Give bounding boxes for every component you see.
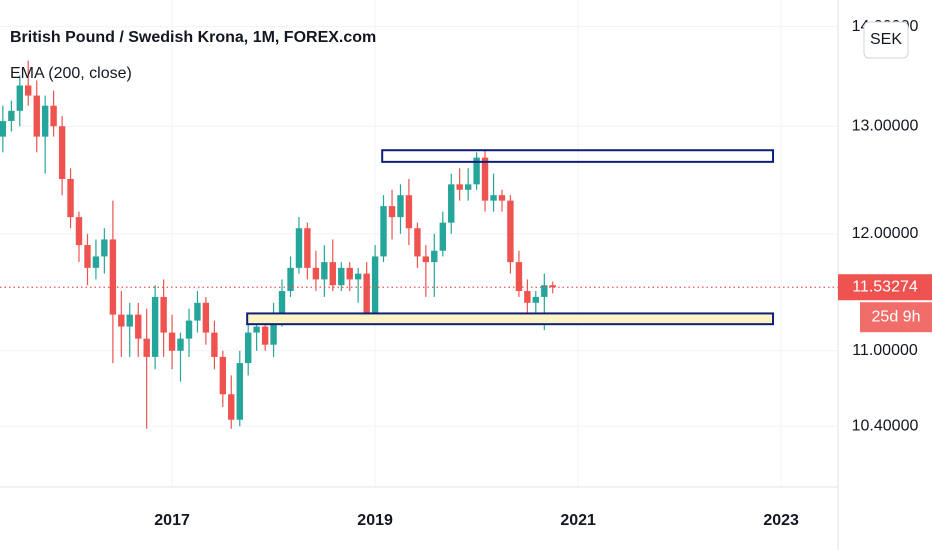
- candle-body: [194, 302, 201, 321]
- countdown-label: 25d 9h: [872, 308, 921, 325]
- candle-body: [261, 326, 269, 345]
- candle-body: [464, 184, 472, 190]
- candle-body: [329, 262, 336, 286]
- candle-body: [405, 195, 413, 229]
- candle-body: [338, 267, 345, 286]
- currency-button[interactable]: [863, 21, 909, 59]
- candle-body: [456, 184, 463, 190]
- candle-body: [151, 296, 159, 357]
- candle-body: [304, 228, 311, 268]
- y-tick-label: 10.40000: [852, 417, 919, 434]
- y-tick-label: 11.00000: [852, 342, 918, 359]
- zone-box: [246, 312, 775, 326]
- candle-body: [25, 85, 32, 96]
- candle-body: [126, 314, 133, 327]
- candle-body: [397, 195, 404, 218]
- candle-body: [363, 273, 370, 315]
- candle-body: [354, 273, 362, 280]
- last-price-label: 11.53274: [852, 278, 918, 295]
- x-tick-label: 2019: [357, 512, 393, 529]
- countdown-tag: [860, 302, 932, 333]
- candle-body: [118, 314, 125, 327]
- candle-body: [92, 256, 100, 268]
- candle-body: [41, 105, 49, 137]
- candle-body: [58, 126, 66, 179]
- candle-body: [321, 262, 328, 280]
- candle-body: [380, 206, 387, 257]
- candle-body: [228, 394, 235, 420]
- candle-body: [143, 338, 150, 357]
- candle-body: [287, 267, 294, 292]
- candle-body: [109, 239, 117, 315]
- candle-body: [84, 245, 91, 268]
- candle-body: [490, 195, 497, 201]
- x-tick-label: 2023: [763, 512, 799, 529]
- candle-body: [219, 356, 227, 395]
- candle-body: [236, 363, 243, 420]
- candle-body: [448, 184, 455, 223]
- candle-body: [431, 250, 438, 263]
- last-price-tag: [838, 274, 932, 301]
- candle-body: [253, 326, 260, 333]
- candle-body: [549, 285, 556, 288]
- candle-body: [541, 285, 548, 297]
- candle-body: [422, 256, 430, 263]
- plot: [0, 60, 838, 429]
- candle-body: [515, 262, 523, 292]
- candle-body: [160, 296, 167, 333]
- candle-body: [295, 228, 303, 268]
- candle-body: [270, 314, 277, 345]
- candle-body: [312, 267, 320, 280]
- currency-label[interactable]: SEK: [870, 31, 902, 48]
- chart-title: British Pound / Swedish Krona, 1M, FOREX…: [10, 29, 376, 46]
- candle-body: [278, 291, 286, 315]
- candle-body: [388, 206, 396, 218]
- candle-body: [481, 157, 489, 201]
- x-tick-label: 2017: [154, 512, 190, 529]
- candle-body: [67, 178, 74, 218]
- candle-body: [532, 296, 539, 303]
- x-tick-label: 2021: [560, 512, 596, 529]
- candle-body: [50, 105, 57, 127]
- candle-body: [524, 291, 531, 303]
- candle-body: [245, 332, 252, 364]
- candle-body: [177, 338, 184, 351]
- candle-body: [346, 267, 353, 280]
- candle-body: [8, 110, 15, 122]
- zone-box: [381, 149, 775, 163]
- candle-body: [507, 200, 514, 263]
- y-tick-label: 12.00000: [852, 225, 919, 242]
- candle-body: [211, 332, 218, 357]
- candle-body: [135, 314, 142, 339]
- candle-body: [473, 157, 480, 185]
- candle-body: [75, 217, 83, 246]
- candle-body: [33, 95, 40, 137]
- y-tick-label: 13.00000: [852, 117, 919, 134]
- candle-body: [168, 332, 176, 351]
- indicator-label: EMA (200, close): [10, 65, 132, 82]
- candle-body: [371, 256, 379, 315]
- candle-body: [439, 222, 447, 251]
- candle-body: [0, 121, 7, 137]
- candle-body: [202, 302, 210, 333]
- candle-body: [185, 320, 193, 339]
- candle-body: [101, 239, 108, 257]
- candle-body: [16, 85, 23, 111]
- candle-body: [414, 228, 421, 257]
- candle-body: [498, 195, 506, 201]
